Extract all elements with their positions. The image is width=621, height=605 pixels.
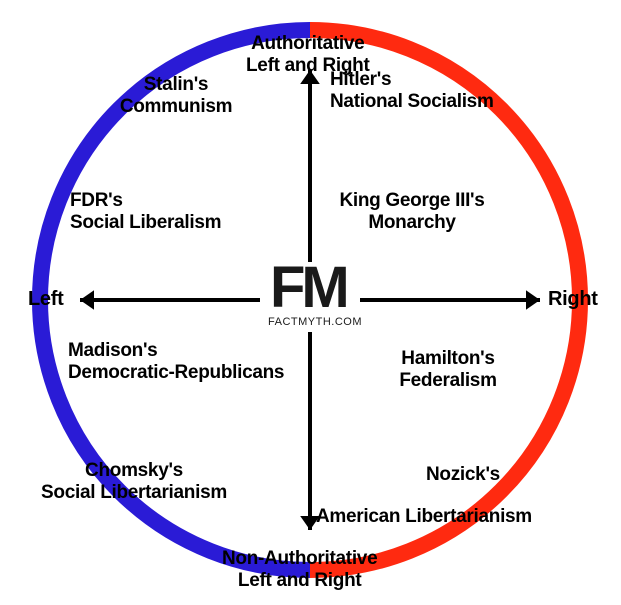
item-american-libertarianism: American Libertarianism: [316, 506, 532, 528]
axis-label-bottom: Non-Authoritative Left and Right: [222, 548, 377, 592]
axis-label-left: Left: [28, 288, 63, 311]
axis-label-right: Right: [548, 288, 598, 311]
logo-url: FACTMYTH.COM: [268, 316, 362, 328]
item-hamilton-federalism: Hamilton's Federalism: [399, 348, 496, 392]
item-nozick: Nozick's: [426, 464, 500, 486]
item-king-george-monarchy: King George III's Monarchy: [339, 190, 484, 234]
item-chomsky-social-libertarianism: Chomsky's Social Libertarianism: [41, 460, 227, 504]
logo-fm: FM: [270, 262, 346, 314]
item-stalin-communism: Stalin's Communism: [120, 74, 232, 118]
item-fdr-social-liberalism: FDR's Social Liberalism: [70, 190, 221, 234]
political-compass-diagram: FM FACTMYTH.COM Left Right Authoritative…: [0, 0, 621, 605]
item-madison-dem-republicans: Madison's Democratic-Republicans: [68, 340, 284, 384]
item-hitler-national-socialism: Hitler's National Socialism: [330, 69, 494, 113]
